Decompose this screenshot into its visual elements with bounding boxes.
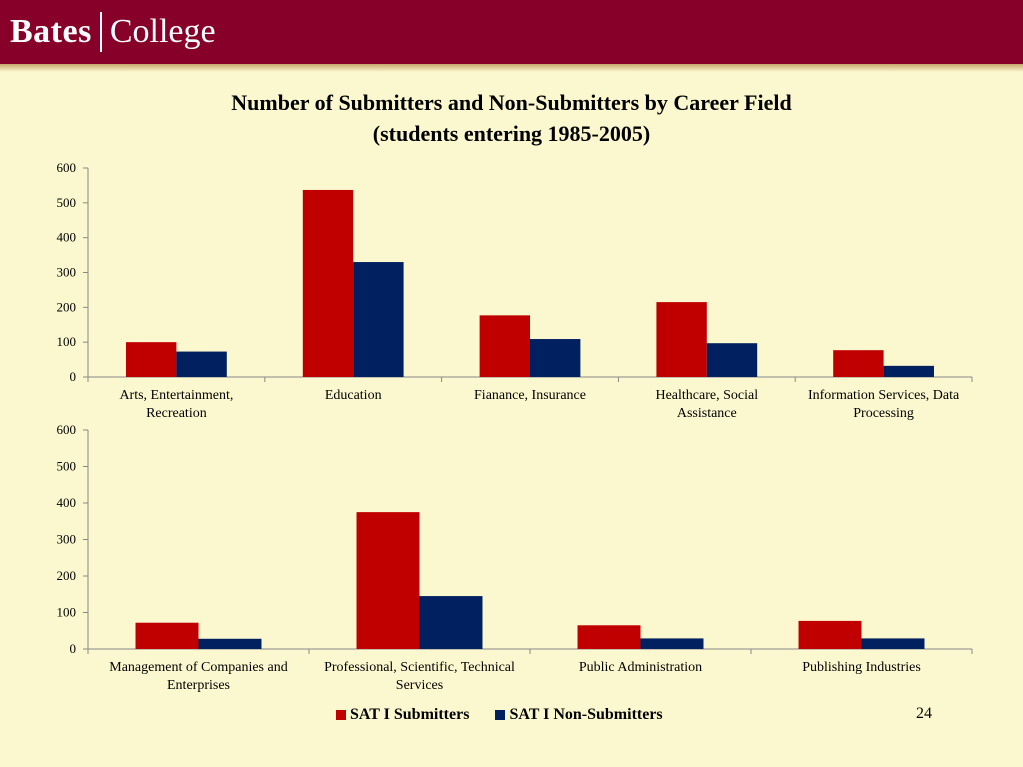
chart1-y-tick-label: 300 [57, 265, 77, 280]
chart2-category-label: Public Administration [579, 660, 702, 675]
chart1-y-tick-label: 0 [70, 369, 77, 384]
chart1-bar-submitters [656, 302, 707, 377]
chart1-y-tick-label: 600 [57, 160, 77, 175]
chart2-y-tick-label: 200 [57, 568, 77, 583]
chart1-bar-non-submitters [353, 262, 404, 377]
chart1-bar-non-submitters [176, 351, 227, 377]
chart1-bar-non-submitters [883, 365, 934, 377]
chart2-category-label: Professional, Scientific, Technical [324, 660, 515, 675]
chart1-bar-non-submitters [530, 339, 581, 377]
page-number: 24 [916, 705, 932, 722]
bates-college-logo: Bates College [10, 8, 216, 56]
chart1-bar-submitters [126, 342, 177, 377]
chart2-bar-non-submitters [198, 638, 262, 649]
header-divider [0, 64, 1023, 72]
chart-title-line1: Number of Submitters and Non-Submitters … [231, 90, 792, 115]
chart1-y-tick-label: 200 [57, 299, 77, 314]
chart1-y-tick-label: 400 [57, 230, 77, 245]
legend-item-non-submitters: SAT I Non-Submitters [495, 706, 663, 724]
chart2-bar-submitters [356, 512, 420, 649]
chart2-category-label: Enterprises [167, 678, 230, 693]
chart1-category-label: Education [325, 388, 382, 403]
chart1-category-label: Recreation [146, 406, 207, 421]
chart1-bar-submitters [833, 350, 884, 377]
header-bar: Bates College [0, 0, 1023, 64]
chart1-category-label: Fianance, Insurance [474, 388, 586, 403]
legend-swatch-submitters [336, 710, 346, 720]
chart2-y-tick-label: 100 [57, 605, 77, 620]
chart2-bar-non-submitters [419, 596, 483, 649]
chart1-category-label: Healthcare, Social [655, 388, 758, 403]
chart1-category-label: Processing [853, 406, 914, 421]
legend-label-submitters: SAT I Submitters [350, 706, 470, 723]
legend: SAT I Submitters SAT I Non-Submitters [336, 704, 689, 726]
chart1-category-label: Assistance [677, 406, 737, 421]
legend-swatch-non-submitters [495, 710, 506, 720]
chart2-bar-non-submitters [861, 638, 925, 649]
chart1-y-tick-label: 500 [57, 195, 77, 210]
chart2-category-label: Services [396, 678, 443, 693]
chart1-bar-non-submitters [706, 343, 758, 377]
logo-word-bates: Bates [10, 13, 92, 50]
chart1-category-label: Information Services, Data [808, 388, 960, 403]
logo-word-college: College [109, 13, 216, 50]
chart2-y-tick-label: 500 [57, 459, 77, 474]
chart2-bar-submitters [135, 622, 199, 649]
legend-item-submitters: SAT I Submitters [336, 706, 469, 724]
logo-divider [99, 12, 102, 52]
chart1-bar-submitters [479, 315, 530, 377]
chart2-bar-submitters [577, 625, 641, 649]
chart2-y-tick-label: 400 [57, 495, 77, 510]
chart1-y-tick-label: 100 [57, 334, 77, 349]
chart2-bar-non-submitters [640, 638, 704, 649]
chart2-y-tick-label: 600 [57, 422, 77, 437]
chart2-category-label: Management of Companies and [109, 660, 287, 675]
chart-title-line2: (students entering 1985-2005) [372, 121, 651, 146]
chart2-category-label: Publishing Industries [802, 660, 921, 675]
legend-label-non-submitters: SAT I Non-Submitters [509, 706, 663, 723]
chart1-bar-submitters [302, 189, 354, 377]
chart1-category-label: Arts, Entertainment, [119, 388, 233, 403]
chart2-y-tick-label: 300 [57, 532, 77, 547]
chart2-bar-submitters [798, 620, 862, 649]
chart2-y-tick-label: 0 [70, 641, 77, 656]
